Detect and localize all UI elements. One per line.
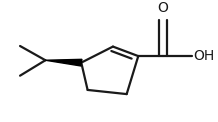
Text: O: O xyxy=(157,1,168,15)
Text: OH: OH xyxy=(193,49,215,63)
Polygon shape xyxy=(45,59,82,66)
